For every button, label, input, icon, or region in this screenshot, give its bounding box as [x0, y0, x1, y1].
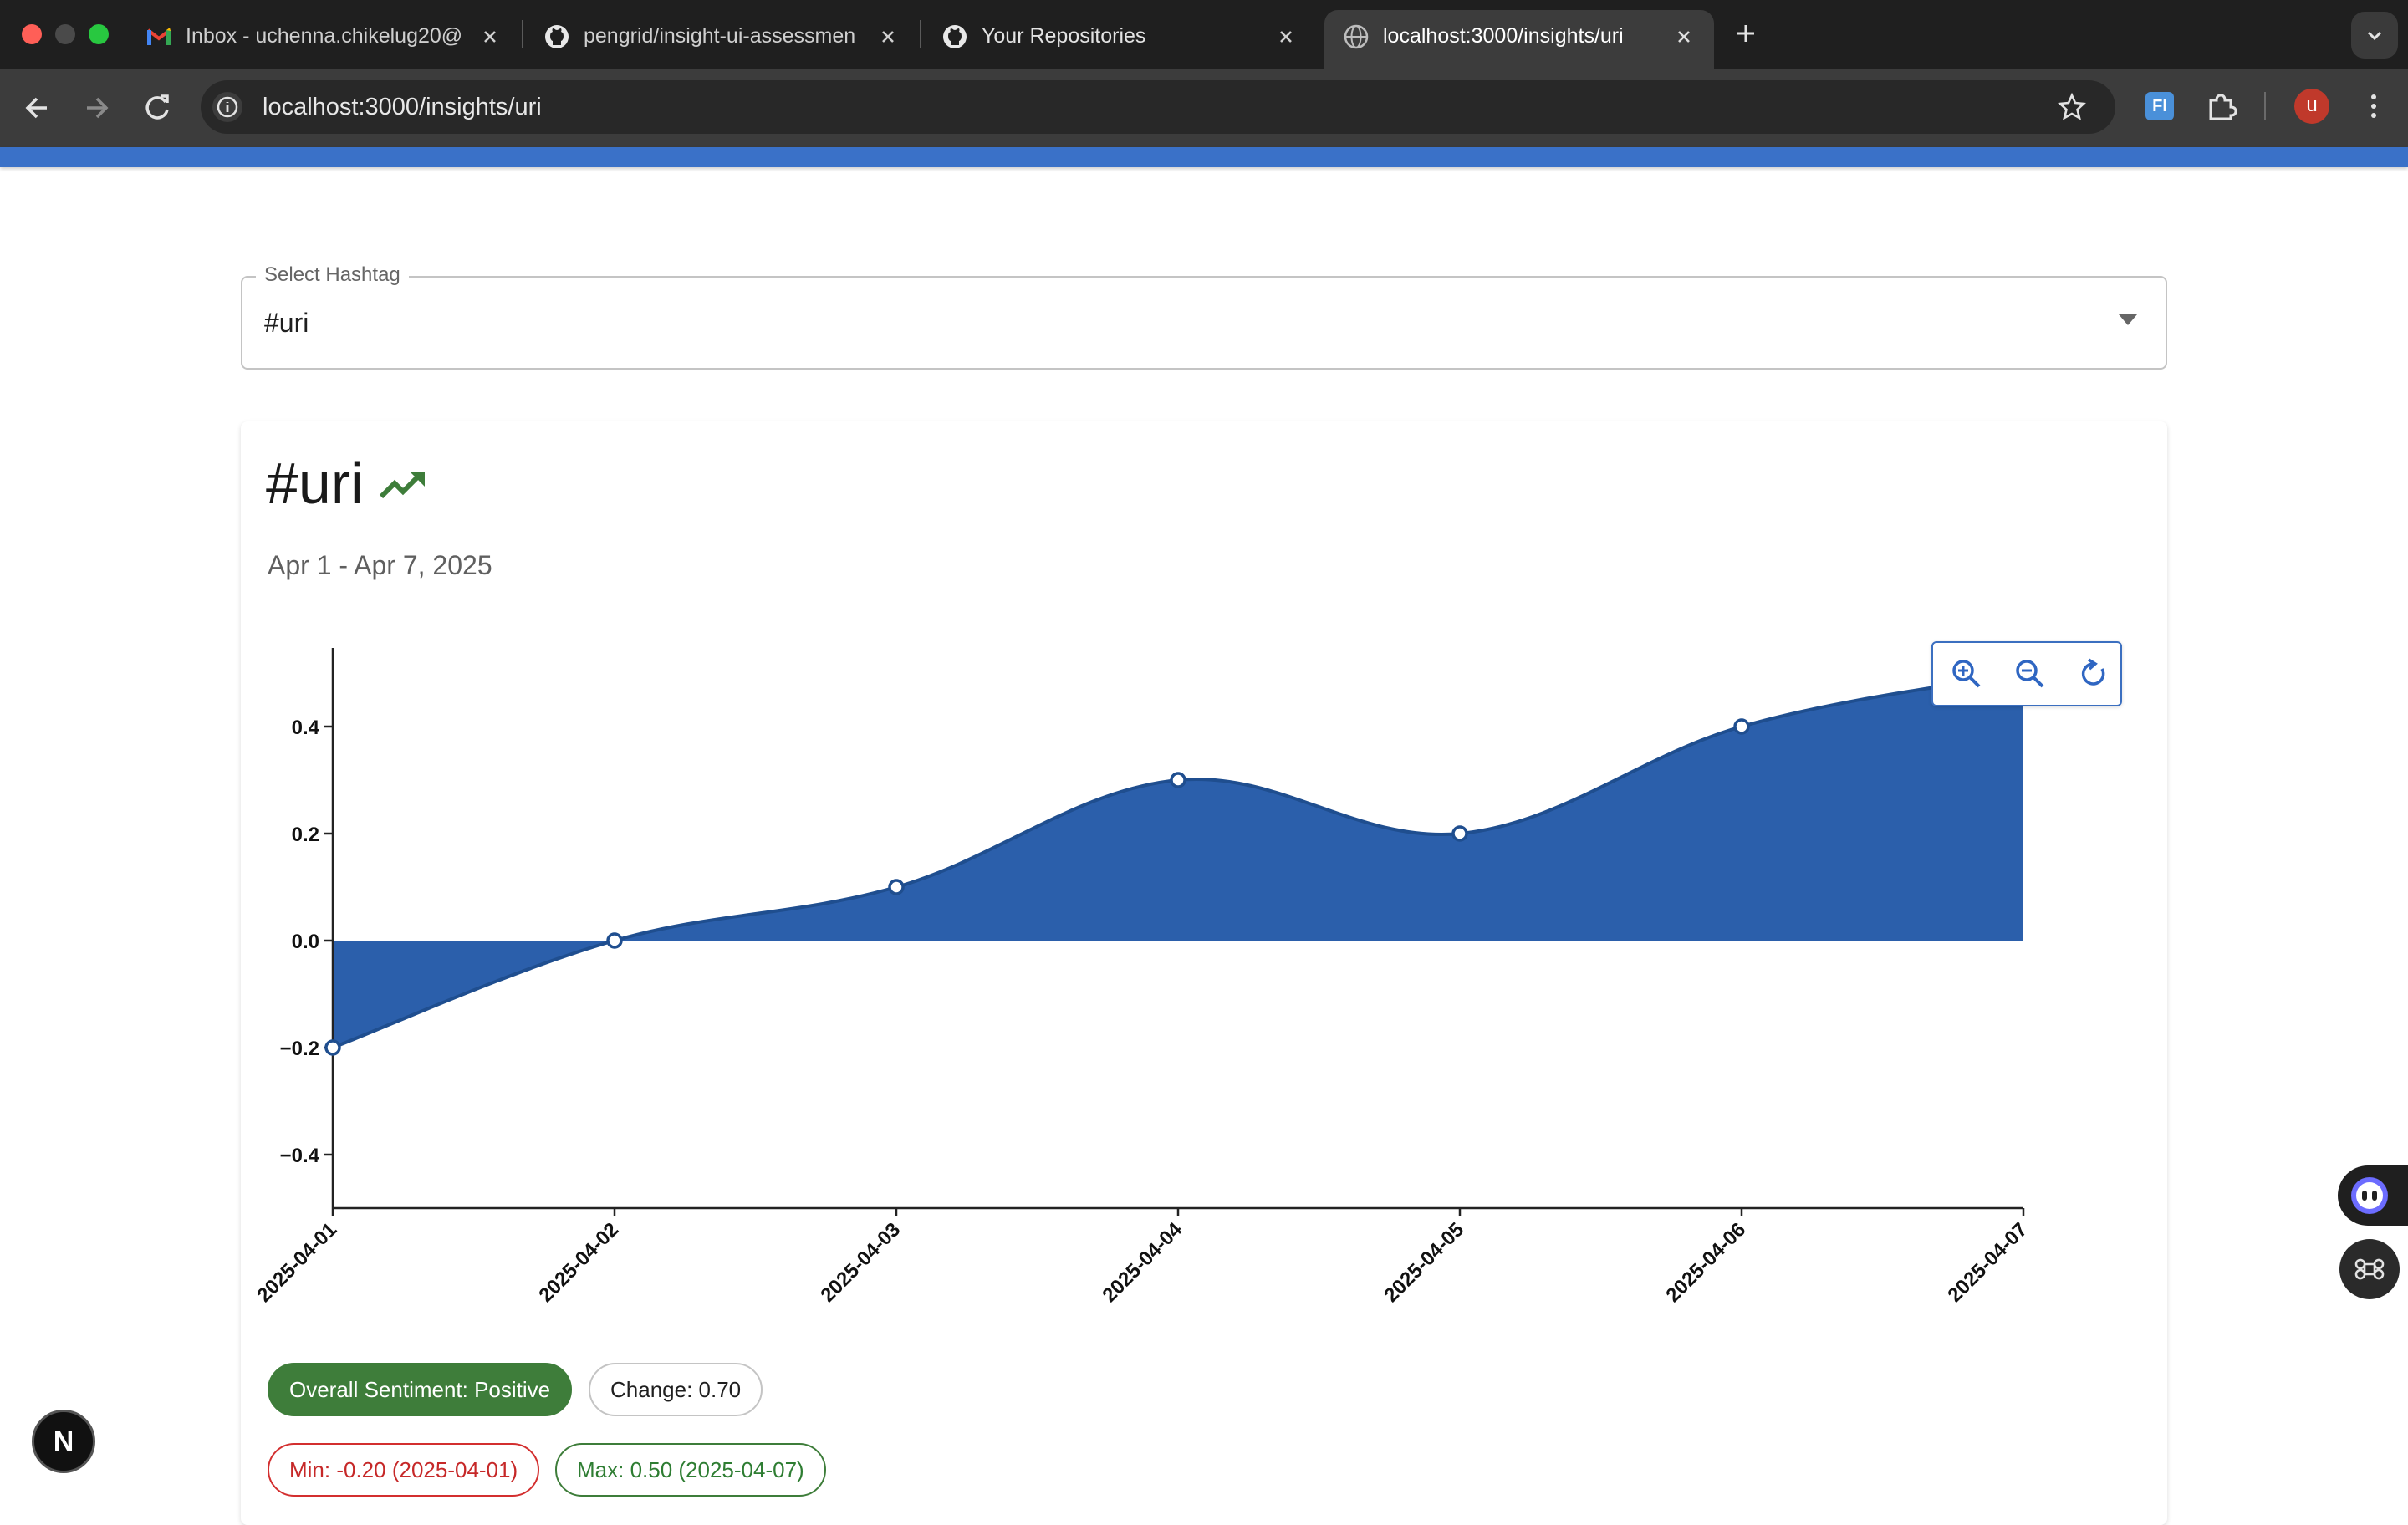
tab-localhost-insights[interactable]: localhost:3000/insights/uri: [1324, 10, 1714, 69]
sentiment-area-fill: [333, 673, 2023, 1048]
reset-zoom-icon[interactable]: [2077, 657, 2110, 691]
dropdown-arrow-icon[interactable]: [2119, 314, 2137, 326]
new-tab-icon[interactable]: [1731, 18, 1761, 48]
profile-avatar[interactable]: u: [2294, 89, 2329, 124]
x-tick-label: 2025-04-01: [253, 1218, 341, 1307]
window-minimize-button[interactable]: [55, 24, 75, 44]
close-tab-icon[interactable]: [875, 23, 901, 50]
kebab-menu-icon[interactable]: [2356, 89, 2391, 124]
github-icon: [943, 25, 967, 48]
close-tab-icon[interactable]: [1671, 23, 1697, 50]
bookmark-star-icon[interactable]: [2057, 92, 2087, 122]
y-tick-label: 0.4: [292, 717, 320, 739]
extension-badge-icon[interactable]: FI: [2145, 92, 2174, 120]
globe-icon: [1344, 24, 1369, 49]
assistant-widget-button[interactable]: [2338, 1165, 2408, 1226]
tab-title: pengrid/insight-ui-assessmen: [584, 24, 856, 48]
tab-search-button[interactable]: [2351, 12, 2398, 59]
x-tick-label: 2025-04-03: [816, 1218, 905, 1307]
github-icon: [545, 25, 569, 48]
hashtag-select-value[interactable]: #uri: [264, 308, 309, 338]
browser-tab-bar: Inbox - uchenna.chikelug20@ pengrid/insi…: [0, 0, 2408, 69]
x-tick-label: 2025-04-05: [1380, 1218, 1468, 1307]
hashtag-select-label: Select Hashtag: [256, 263, 409, 288]
forward-arrow-icon[interactable]: [77, 88, 117, 128]
data-point: [1170, 772, 1186, 788]
y-tick-label: −0.2: [280, 1038, 319, 1060]
x-tick-label: 2025-04-02: [534, 1218, 623, 1307]
max-value-chip: Max: 0.50 (2025-04-07): [555, 1443, 826, 1497]
tab-github-insight[interactable]: pengrid/insight-ui-assessmen: [525, 10, 918, 69]
tab-your-repositories[interactable]: Your Repositories: [923, 10, 1316, 69]
overall-sentiment-chip: Overall Sentiment: Positive: [268, 1363, 573, 1416]
window-zoom-button[interactable]: [89, 24, 109, 44]
toolbar-divider: [2264, 92, 2266, 120]
url-text[interactable]: localhost:3000/insights/uri: [263, 94, 542, 120]
assistant-face-icon: [2351, 1177, 2388, 1214]
close-tab-icon[interactable]: [1273, 23, 1299, 50]
data-point: [606, 932, 623, 949]
app-header-bar: [0, 147, 2408, 167]
back-arrow-icon[interactable]: [17, 88, 57, 128]
gmail-icon: [146, 28, 171, 45]
data-point: [1733, 718, 1750, 735]
chevron-down-icon: [2367, 31, 2382, 41]
reload-icon[interactable]: [137, 88, 177, 128]
x-tick-label: 2025-04-04: [1098, 1218, 1186, 1307]
data-point: [1451, 825, 1468, 842]
tab-gmail[interactable]: Inbox - uchenna.chikelug20@: [127, 10, 520, 69]
tab-title: Inbox - uchenna.chikelug20@: [186, 24, 462, 48]
hashtag-title: #uri: [266, 451, 364, 516]
tab-divider: [920, 20, 921, 48]
y-tick-label: 0.2: [292, 824, 319, 846]
extensions-puzzle-icon[interactable]: [2204, 89, 2239, 124]
nextjs-dev-badge[interactable]: N: [32, 1410, 95, 1473]
close-tab-icon[interactable]: [477, 23, 503, 50]
min-value-chip: Min: -0.20 (2025-04-01): [268, 1443, 540, 1497]
y-tick-label: 0.0: [292, 931, 319, 953]
command-icon: [2354, 1258, 2385, 1280]
change-chip: Change: 0.70: [589, 1363, 763, 1416]
trending-up-icon: [379, 472, 425, 499]
zoom-in-icon[interactable]: [1950, 657, 1983, 691]
tab-divider: [522, 20, 523, 48]
window-close-button[interactable]: [22, 24, 42, 44]
zoom-out-icon[interactable]: [2013, 657, 2047, 691]
date-range: Apr 1 - Apr 7, 2025: [268, 550, 492, 580]
tab-title: Your Repositories: [982, 24, 1146, 48]
tab-title: localhost:3000/insights/uri: [1383, 24, 1624, 48]
site-info-icon[interactable]: [211, 90, 244, 124]
data-point: [888, 879, 905, 895]
data-point: [324, 1039, 341, 1056]
hashtag-select[interactable]: [241, 276, 2167, 370]
x-tick-label: 2025-04-06: [1661, 1218, 1750, 1307]
sentiment-area-chart[interactable]: −0.4 −0.2 0.0 0.2 0.4 2025-04-01 2025-04-02 202…: [251, 635, 2140, 1321]
command-widget-button[interactable]: [2339, 1239, 2400, 1299]
chart-zoom-toolbar: [1931, 641, 2122, 706]
address-bar[interactable]: [201, 80, 2115, 134]
y-tick-label: −0.4: [280, 1145, 320, 1167]
x-tick-label: 2025-04-07: [1943, 1218, 2032, 1307]
insight-card: [241, 421, 2167, 1525]
